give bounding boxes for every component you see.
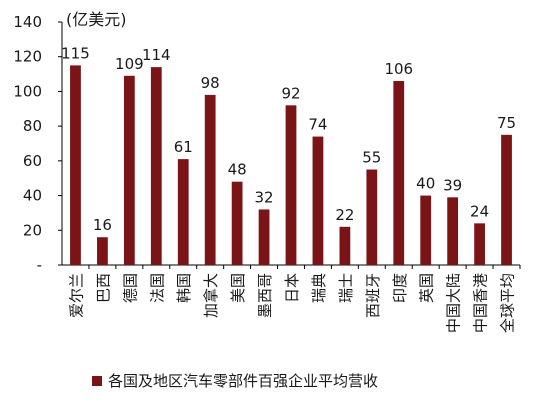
y-tick-label: 80 xyxy=(23,117,42,135)
bar-value-label: 48 xyxy=(228,161,247,179)
bar xyxy=(420,195,432,265)
category-label: 美国 xyxy=(229,273,247,303)
bar-value-label: 61 xyxy=(174,138,193,156)
bar-value-label: 16 xyxy=(93,216,112,234)
category-label: 全球平均 xyxy=(499,273,517,333)
category-label: 中国大陆 xyxy=(445,273,463,333)
category-label: 英国 xyxy=(418,273,436,303)
y-tick-label: - xyxy=(37,256,42,274)
bar xyxy=(97,237,108,265)
bar xyxy=(123,75,135,265)
bar-value-label: 114 xyxy=(142,46,171,64)
bar xyxy=(285,105,297,265)
unit-label: (亿美元) xyxy=(66,10,127,29)
bar-value-label: 40 xyxy=(416,175,435,193)
bar xyxy=(231,181,243,265)
y-tick-label: 60 xyxy=(23,152,42,170)
category-label: 中国香港 xyxy=(472,273,490,333)
bar-value-label: 106 xyxy=(384,60,413,78)
bar-value-label: 92 xyxy=(281,84,300,102)
bar xyxy=(312,136,324,265)
y-tick-label: 140 xyxy=(13,13,42,31)
bar xyxy=(474,223,485,265)
bar-value-label: 24 xyxy=(470,202,489,220)
bar xyxy=(150,67,162,265)
y-tick-label: 20 xyxy=(23,221,42,239)
bar-value-label: 22 xyxy=(335,206,354,224)
category-label: 德国 xyxy=(121,273,139,303)
bar-value-label: 74 xyxy=(308,116,327,134)
bar-value-label: 75 xyxy=(497,114,516,132)
y-tick-label: 100 xyxy=(13,82,42,100)
bar xyxy=(70,65,81,266)
category-label: 墨西哥 xyxy=(256,273,274,318)
legend-label: 各国及地区汽车零部件百强企业平均营收 xyxy=(108,372,379,390)
bar-value-label: 39 xyxy=(443,176,462,194)
y-tick-label: 120 xyxy=(13,48,42,66)
category-label: 巴西 xyxy=(94,273,112,303)
category-label: 加拿大 xyxy=(202,273,220,318)
bar xyxy=(177,159,189,265)
category-label: 瑞士 xyxy=(337,273,355,303)
bar xyxy=(393,81,405,265)
bar xyxy=(501,134,512,265)
category-label: 瑞典 xyxy=(310,273,328,303)
bar xyxy=(366,169,378,265)
bar-value-label: 98 xyxy=(201,74,220,92)
category-label: 西班牙 xyxy=(364,273,382,318)
category-label: 法国 xyxy=(148,273,166,303)
category-label: 印度 xyxy=(391,273,409,303)
legend-swatch xyxy=(92,375,102,386)
bar xyxy=(204,94,216,266)
bar-value-label: 115 xyxy=(61,44,90,62)
bar-value-label: 32 xyxy=(255,188,274,206)
bar xyxy=(447,197,459,265)
bar xyxy=(339,226,351,265)
bar-value-label: 109 xyxy=(115,55,144,73)
bar xyxy=(258,209,270,265)
category-label: 韩国 xyxy=(175,273,193,303)
category-label: 爱尔兰 xyxy=(67,273,85,318)
legend: 各国及地区汽车零部件百强企业平均营收 xyxy=(92,370,378,391)
category-label: 日本 xyxy=(283,273,301,303)
y-tick-label: 40 xyxy=(23,187,42,205)
bar-value-label: 55 xyxy=(362,149,381,167)
